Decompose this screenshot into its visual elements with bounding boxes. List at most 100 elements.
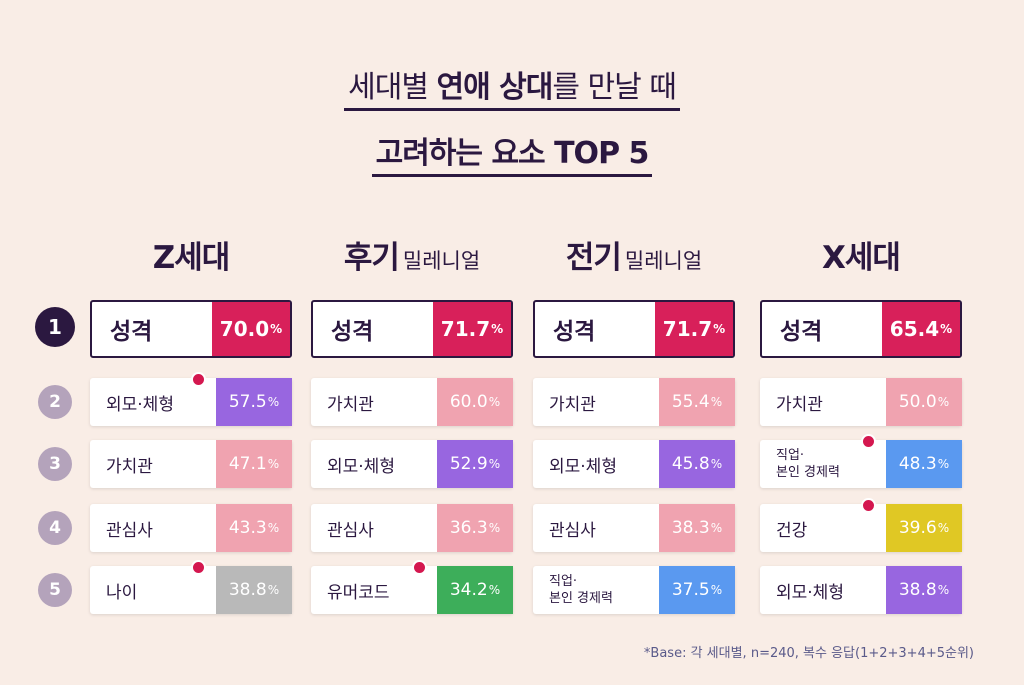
title-line-1: 세대별 연애 상대를 만날 때	[0, 62, 1024, 111]
ranking-factor-label-line1: 직업·	[549, 574, 578, 589]
ranking-value: 36.3%	[437, 504, 513, 552]
ranking-card: 외모·체형 38.8%	[760, 566, 962, 614]
ranking-card: 직업· 본인 경제력 48.3%	[760, 434, 962, 488]
ranking-card: 관심사 43.3%	[90, 504, 292, 552]
ranking-value: 57.5%	[216, 378, 292, 426]
title-prefix: 세대별	[348, 70, 437, 105]
ranking-card: 외모·체형 52.9%	[311, 440, 513, 488]
ranking-value: 71.7%	[655, 302, 733, 356]
ranking-card: 가치관 55.4%	[533, 378, 735, 426]
ranking-value-number: 39.6	[898, 518, 937, 538]
ranking-factor-label: 가치관	[776, 394, 823, 415]
ranking-card: 외모·체형 45.8%	[533, 440, 735, 488]
ranking-value: 34.2%	[437, 566, 513, 614]
ranking-value-number: 55.4	[671, 392, 710, 412]
ranking-value-number: 60.0	[449, 392, 488, 412]
ranking-value: 38.8%	[216, 566, 292, 614]
percent-unit: %	[488, 395, 501, 409]
title-suffix: 를 만날 때	[552, 70, 676, 105]
ranking-value: 39.6%	[886, 504, 962, 552]
ranking-value-number: 47.1	[228, 454, 267, 474]
ranking-card: 직업· 본인 경제력 37.5%	[533, 566, 735, 614]
ranking-card: 성격 71.7%	[533, 300, 735, 358]
column-header-1: Z세대	[86, 232, 296, 277]
percent-unit: %	[488, 583, 501, 597]
ranking-card: 성격 71.7%	[311, 300, 513, 358]
ranking-value: 52.9%	[437, 440, 513, 488]
ranking-value: 45.8%	[659, 440, 735, 488]
column-header-3: 전기 밀레니얼	[529, 232, 739, 277]
rank-badge-3: 3	[38, 447, 72, 481]
ranking-factor-label-line1: 직업·	[776, 448, 805, 463]
footnote: *Base: 각 세대별, n=240, 복수 응답(1+2+3+4+5순위)	[643, 646, 974, 661]
ranking-factor-label: 외모·체형	[776, 582, 844, 603]
percent-unit: %	[267, 457, 280, 471]
rank-badge-2: 2	[38, 385, 72, 419]
ranking-value-number: 70.0	[219, 317, 270, 341]
ranking-value-number: 38.8	[228, 580, 267, 600]
ranking-factor-label: 성격	[553, 319, 596, 345]
ranking-card: 건강 39.6%	[760, 498, 962, 552]
ranking-factor-label: 가치관	[549, 394, 596, 415]
ranking-value: 60.0%	[437, 378, 513, 426]
ranking-value-number: 45.8	[671, 454, 710, 474]
ranking-value-number: 52.9	[449, 454, 488, 474]
ranking-value-number: 71.7	[440, 317, 491, 341]
ranking-factor-label: 직업· 본인 경제력	[533, 566, 613, 614]
ranking-factor-label: 성격	[110, 319, 153, 345]
ranking-value: 43.3%	[216, 504, 292, 552]
ranking-factor-label: 유머코드	[327, 582, 390, 603]
ranking-factor-label: 성격	[331, 319, 374, 345]
ranking-value-number: 65.4	[889, 317, 940, 341]
title-main: 고려하는 요소 TOP 5	[371, 128, 653, 177]
ranking-factor-label-line2: 본인 경제력	[776, 465, 840, 480]
ranking-factor-label: 성격	[780, 319, 823, 345]
title-line-2: 고려하는 요소 TOP 5	[0, 128, 1024, 177]
ranking-value-number: 50.0	[898, 392, 937, 412]
ranking-factor-label: 관심사	[549, 520, 596, 541]
ranking-value-number: 34.2	[449, 580, 488, 600]
ranking-factor-label: 외모·체형	[327, 456, 395, 477]
percent-unit: %	[713, 322, 726, 336]
ranking-value: 48.3%	[886, 440, 962, 488]
ranking-factor-label: 가치관	[106, 456, 153, 477]
percent-unit: %	[488, 521, 501, 535]
ranking-factor-label: 나이	[106, 582, 138, 603]
ranking-card: 성격 70.0%	[90, 300, 292, 358]
ranking-value-number: 38.3	[671, 518, 710, 538]
percent-unit: %	[270, 322, 283, 336]
ranking-card: 외모·체형 57.5%	[90, 372, 292, 426]
percent-unit: %	[937, 457, 950, 471]
percent-unit: %	[710, 457, 723, 471]
ranking-value: 71.7%	[433, 302, 511, 356]
ranking-factor-label: 관심사	[106, 520, 153, 541]
ranking-card: 관심사 36.3%	[311, 504, 513, 552]
column-header-4: X세대	[756, 232, 966, 277]
percent-unit: %	[488, 457, 501, 471]
ranking-factor-label: 건강	[776, 520, 808, 541]
ranking-factor-label: 직업· 본인 경제력	[760, 440, 840, 488]
column-header-main: X세대	[822, 240, 901, 276]
column-header-main: Z세대	[152, 240, 231, 276]
ranking-factor-label: 관심사	[327, 520, 374, 541]
ranking-value: 37.5%	[659, 566, 735, 614]
ranking-card: 나이 38.8%	[90, 560, 292, 614]
ranking-value: 47.1%	[216, 440, 292, 488]
rank-badge-5: 5	[38, 573, 72, 607]
ranking-factor-label: 외모·체형	[106, 394, 174, 415]
percent-unit: %	[267, 521, 280, 535]
ranking-card: 가치관 50.0%	[760, 378, 962, 426]
highlight-dot-icon	[861, 498, 876, 513]
title-highlight: 연애 상대	[436, 70, 554, 105]
ranking-factor-label-line2: 본인 경제력	[549, 591, 613, 606]
column-header-main: 전기	[565, 240, 622, 276]
ranking-card: 관심사 38.3%	[533, 504, 735, 552]
percent-unit: %	[937, 583, 950, 597]
percent-unit: %	[710, 521, 723, 535]
ranking-value: 65.4%	[882, 302, 960, 356]
ranking-value: 38.8%	[886, 566, 962, 614]
percent-unit: %	[710, 395, 723, 409]
rank-badge-1: 1	[35, 307, 75, 347]
ranking-value: 38.3%	[659, 504, 735, 552]
ranking-card: 유머코드 34.2%	[311, 560, 513, 614]
